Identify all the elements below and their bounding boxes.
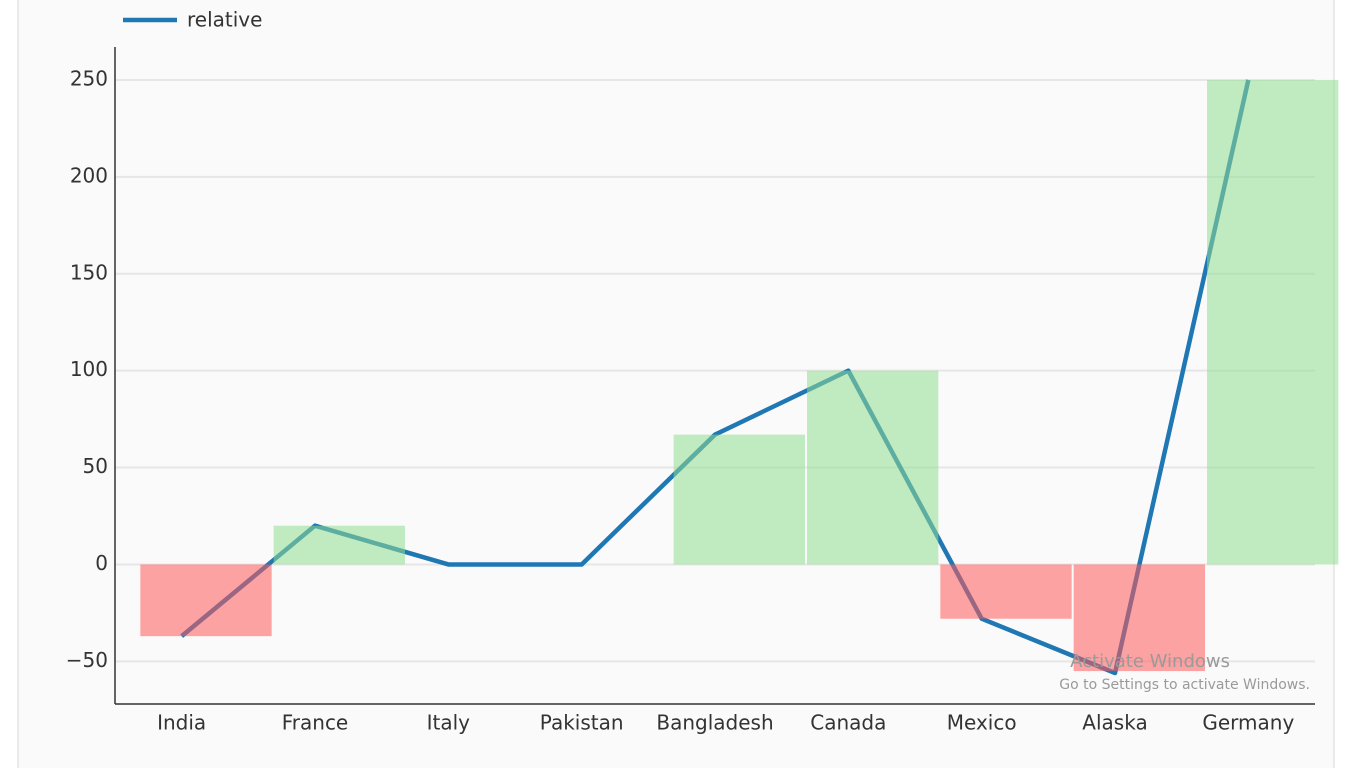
watermark-subtitle: Go to Settings to activate Windows. bbox=[1059, 677, 1310, 693]
bar bbox=[673, 434, 805, 565]
y-tick-label: 200 bbox=[70, 163, 108, 187]
y-tick-label: 250 bbox=[70, 66, 108, 90]
x-tick-label: France bbox=[282, 711, 349, 735]
y-tick-label: 100 bbox=[70, 357, 108, 381]
y-tick-label: 0 bbox=[95, 551, 108, 575]
x-tick-label: Mexico bbox=[947, 711, 1017, 735]
axes: −50 0 50 100 150 200 250 India France Italy Pakist… bbox=[66, 47, 1315, 735]
x-tick-label: Alaska bbox=[1082, 711, 1147, 735]
legend-label: relative bbox=[187, 8, 262, 32]
y-tick-label: 150 bbox=[70, 260, 108, 284]
bar bbox=[807, 370, 939, 565]
bars bbox=[140, 79, 1339, 672]
x-tick-label: Canada bbox=[810, 711, 886, 735]
bar bbox=[273, 525, 405, 565]
y-tick-label: 50 bbox=[83, 454, 108, 478]
bar bbox=[1073, 564, 1205, 672]
x-tick-label: Bangladesh bbox=[656, 711, 773, 735]
y-tick-label: −50 bbox=[66, 648, 108, 672]
x-tick-label: Italy bbox=[427, 711, 471, 735]
x-tick-label: Pakistan bbox=[540, 711, 624, 735]
bar bbox=[940, 564, 1072, 619]
x-tick-label: Germany bbox=[1202, 711, 1294, 735]
watermark-title: Activate Windows bbox=[1070, 651, 1230, 672]
x-tick-label: India bbox=[157, 711, 206, 735]
bar bbox=[1207, 79, 1339, 565]
bar bbox=[140, 564, 272, 637]
